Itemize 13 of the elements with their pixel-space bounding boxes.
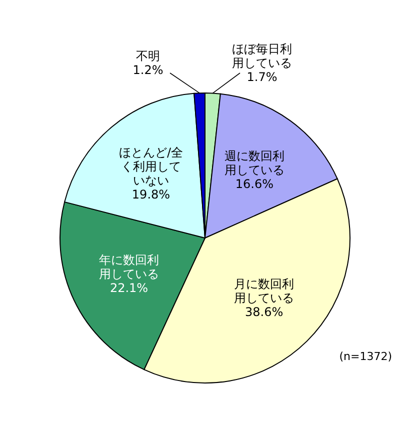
slice-label: 週に数回利用している <box>224 148 284 177</box>
data-label: 1.7% <box>246 70 278 84</box>
slice-label: 月に数回利用している <box>234 276 294 305</box>
slice-label: ほぼ毎日利用している <box>232 42 292 70</box>
slice-label: 年に数回利用している <box>99 253 160 282</box>
data-label: 19.8% <box>132 188 170 202</box>
data-label: 22.1% <box>110 281 148 296</box>
slice-label: ほとんど/全く利用していない <box>118 146 184 188</box>
text: (n=1372) <box>339 350 392 363</box>
data-label: 16.6% <box>235 176 274 191</box>
data-label: 1.2% <box>132 63 164 77</box>
slice-label: 不明 <box>136 49 160 63</box>
data-label: 38.6% <box>245 304 284 319</box>
